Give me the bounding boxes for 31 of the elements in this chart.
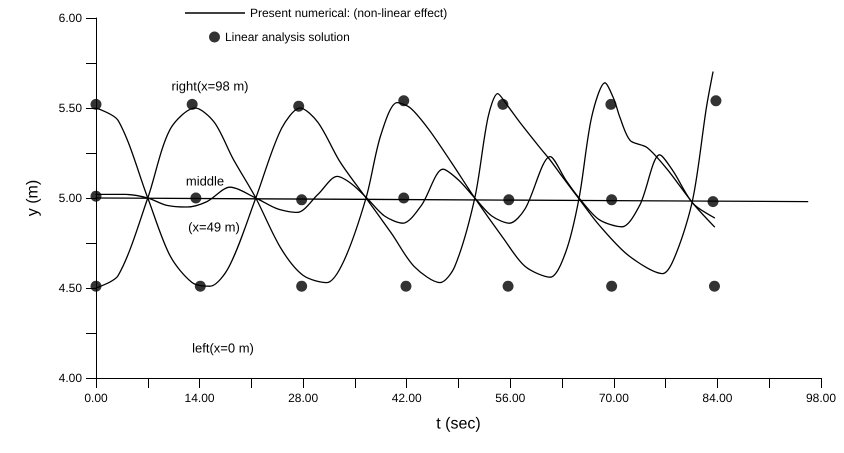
annotation: middle (186, 174, 224, 188)
legend-label: Present numerical: (non-linear effect) (250, 6, 448, 20)
point (296, 280, 308, 292)
x-tick-label: 14.00 (184, 391, 215, 405)
x-axis-title: t (sec) (436, 416, 481, 432)
y-tick-label: 5.00 (58, 191, 82, 205)
annotation: (x=49 m) (188, 220, 240, 234)
y-axis-title: y (m) (24, 180, 42, 216)
point (606, 280, 618, 292)
annotation: left(x=0 m) (192, 340, 254, 356)
y-tick-label: 4.50 (58, 281, 82, 295)
annotation: right(x=98 m) (172, 78, 248, 94)
point (90, 98, 102, 110)
point (605, 98, 616, 110)
y-tick-label: 6.00 (58, 11, 82, 25)
x-tick-label: 84.00 (702, 391, 733, 405)
point (400, 280, 412, 292)
y-tick-label: 5.50 (58, 101, 82, 115)
legend-label: Linear analysis solution (225, 30, 350, 44)
point (710, 95, 722, 106)
point (90, 280, 102, 292)
x-tick-label: 70.00 (598, 391, 630, 405)
point (502, 280, 514, 292)
x-tick-label: 28.00 (288, 391, 318, 405)
x-tick-label: 98.00 (806, 391, 836, 405)
point (708, 280, 720, 292)
x-tick-label: 42.00 (392, 391, 422, 405)
x-tick-label: 56.00 (495, 391, 526, 405)
point (186, 98, 198, 110)
y-tick-label: 4.00 (58, 371, 82, 385)
x-tick-label: 0.00 (84, 391, 108, 405)
